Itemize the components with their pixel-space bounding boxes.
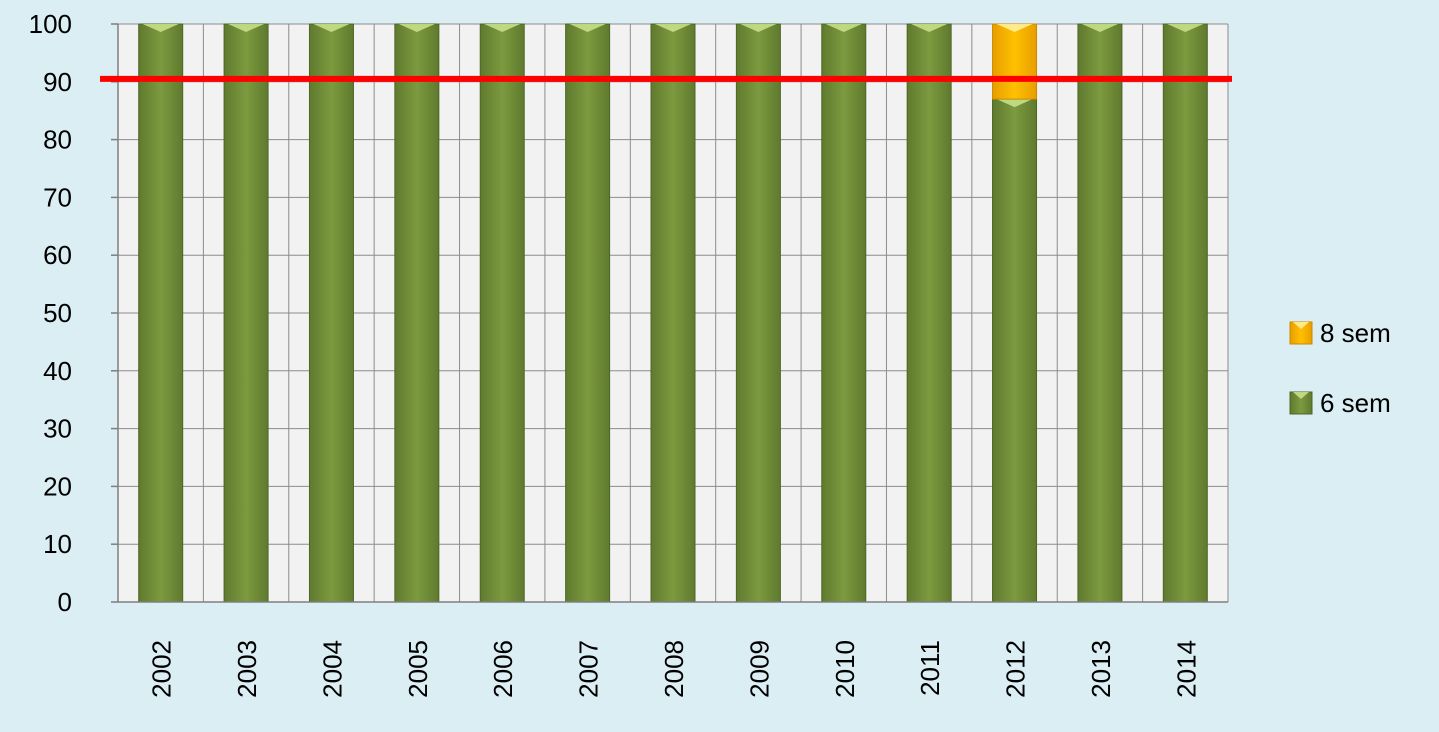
x-tick-label-2012: 2012 [1001,640,1031,698]
x-tick-label-2013: 2013 [1086,640,1116,698]
legend-swatch-cap-8-sem [1293,322,1309,329]
x-tick-label-2005: 2005 [403,640,433,698]
bars [138,23,1208,603]
x-tick-label-2009: 2009 [744,640,774,698]
bar-cap-2009-6-sem [740,24,777,32]
y-tick-label-30: 30 [43,414,72,444]
y-tick-label-70: 70 [43,182,72,212]
legend-label-6-sem: 6 sem [1320,388,1391,418]
bar-cap-2013-6-sem [1081,24,1118,32]
y-tick-label-80: 80 [43,125,72,155]
bar-cap-2008-6-sem [655,24,691,32]
bar-cap-2002-6-sem [142,24,179,32]
bar-cap-2010-6-sem [825,24,862,32]
bar-2013-6-sem [1077,23,1123,603]
x-tick-label-2004: 2004 [317,640,347,698]
y-axis-tick-labels: 0 10 20 30 40 50 60 70 80 90 100 [29,9,72,617]
legend-swatch-cap-6-sem [1293,392,1309,399]
x-tick-label-2011: 2011 [915,640,945,696]
bar-cap-2012-8-sem [996,24,1033,32]
y-tick-label-100: 100 [29,9,72,39]
y-tick-label-0: 0 [58,587,72,617]
x-tick-label-2006: 2006 [488,640,518,698]
bar-cap-2005-6-sem [398,24,435,32]
bar-cap-2012-6-sem [996,99,1033,108]
bar-2005-6-sem [394,23,440,603]
bar-cap-2014-6-sem [1167,24,1204,32]
y-tick-label-60: 60 [43,240,72,270]
bar-2009-6-sem [735,23,781,603]
x-tick-label-2014: 2014 [1171,640,1201,698]
bar-2008-6-sem [650,23,696,603]
y-tick-label-40: 40 [43,356,72,386]
bar-2007-6-sem [565,23,611,603]
axes [111,23,1228,603]
bar-cap-2004-6-sem [313,24,350,32]
bar-cap-2007-6-sem [569,24,606,32]
bar-2002-6-sem [138,23,184,603]
x-tick-label-2007: 2007 [574,640,604,698]
legend: 8 sem 6 sem [1289,318,1391,418]
bar-cap-2011-6-sem [911,24,948,32]
y-tick-label-90: 90 [43,67,72,97]
legend-label-8-sem: 8 sem [1320,318,1391,348]
x-tick-label-2010: 2010 [830,640,860,698]
bar-2012-6-sem [992,98,1038,603]
bar-2010-6-sem [821,23,867,603]
bar-2003-6-sem [223,23,269,603]
y-tick-label-10: 10 [43,529,72,559]
y-tick-label-20: 20 [43,471,72,501]
bar-cap-2006-6-sem [484,24,521,32]
x-tick-label-2002: 2002 [147,640,177,698]
bar-2006-6-sem [479,23,525,603]
bar-2012-8-sem [992,23,1038,100]
x-axis-tick-labels: 2002 2003 2004 2005 2006 2007 2008 2009 2010 2011… [147,640,1202,698]
bar-cap-2003-6-sem [228,24,265,32]
bar-2014-6-sem [1162,23,1208,603]
y-tick-label-50: 50 [43,298,72,328]
x-tick-label-2008: 2008 [659,640,689,698]
x-tick-label-2003: 2003 [232,640,262,698]
bar-2011-6-sem [906,23,952,603]
bar-2004-6-sem [308,23,354,603]
